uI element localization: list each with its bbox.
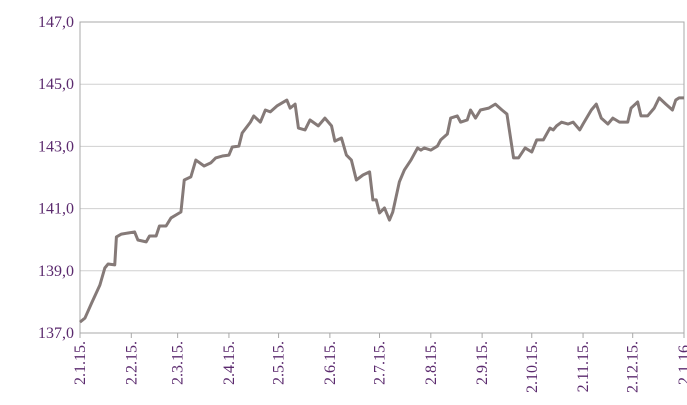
y-tick-label: 141,0: [38, 201, 74, 218]
x-tick-label: 2.6.15.: [322, 341, 339, 385]
x-tick-label: 2.3.15.: [170, 341, 187, 385]
x-tick-label: 2.2.15.: [123, 341, 140, 385]
x-tick-label: 2.11.15.: [575, 341, 592, 392]
x-tick-label: 2.4.15.: [221, 341, 238, 385]
y-tick-label: 139,0: [38, 263, 74, 280]
y-tick-label: 145,0: [38, 76, 74, 93]
x-tick-label: 2.12.15.: [625, 341, 642, 393]
y-tick-label: 143,0: [38, 138, 74, 155]
x-tick-label: 2.5.15.: [271, 341, 288, 385]
line-series: [79, 96, 684, 324]
x-tick-label: 2.1.16.: [676, 341, 687, 385]
plot-frame: [79, 21, 685, 334]
x-tick-label: 2.10.15.: [524, 341, 541, 393]
x-tick-label: 2.7.15.: [372, 341, 389, 385]
x-tick-label: 2.9.15.: [474, 341, 491, 385]
x-tick-label: 2.1.15.: [72, 341, 89, 385]
y-tick-label: 137,0: [38, 325, 74, 342]
x-tick-label: 2.8.15.: [423, 341, 440, 385]
y-tick-label: 147,0: [38, 14, 74, 31]
